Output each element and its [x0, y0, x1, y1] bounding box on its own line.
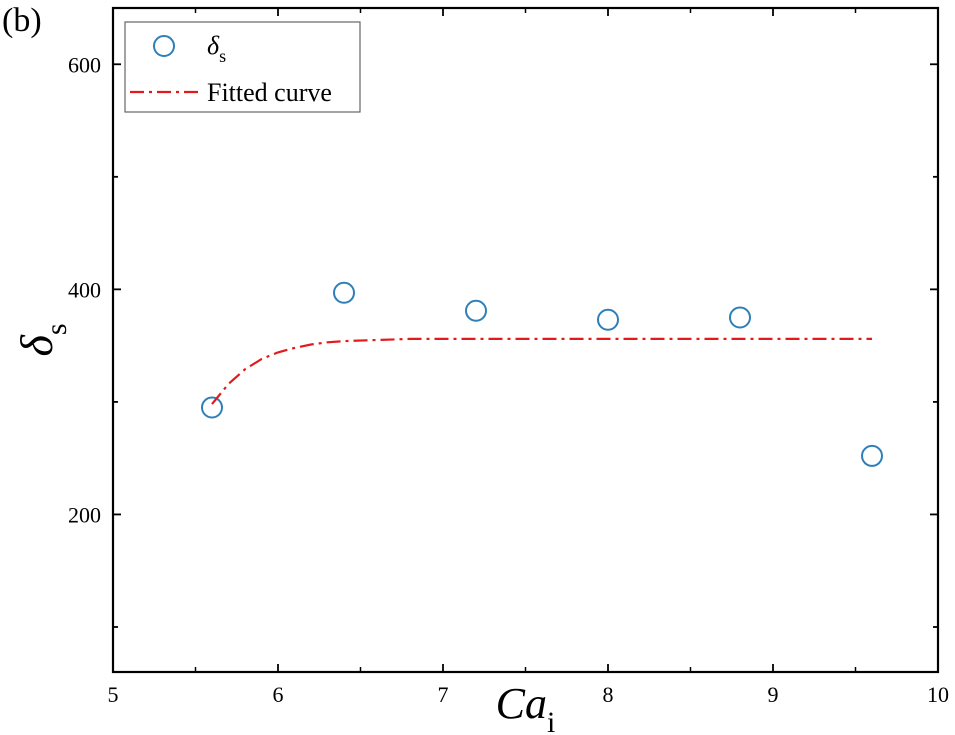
data-point	[597, 308, 619, 331]
x-tick-label: 7	[438, 682, 449, 707]
data-point	[333, 281, 355, 304]
x-tick-label: 10	[927, 682, 949, 707]
x-tick-label: 8	[603, 682, 614, 707]
fitted-curve-line	[211, 337, 872, 405]
legend-label: Fitted curve	[207, 78, 332, 107]
series-layer	[201, 281, 883, 467]
data-point	[729, 306, 751, 329]
legend: δs Fitted curve	[124, 21, 361, 113]
data-point	[465, 299, 487, 322]
panel-label: (b)	[2, 2, 42, 39]
data-point	[201, 396, 223, 419]
axes: 5 6 7 8 9 10 200 400 600 Cai δs	[11, 6, 949, 735]
y-tick-label: 400	[68, 277, 101, 302]
legend-marker-swatch	[153, 35, 175, 57]
data-point	[861, 444, 883, 467]
x-tick-label: 5	[108, 682, 119, 707]
x-axis-title: Cai	[496, 679, 556, 735]
y-tick-label: 600	[68, 52, 101, 77]
legend-label: δs	[207, 31, 226, 66]
y-tick-label: 200	[68, 502, 101, 527]
x-tick-label: 6	[273, 682, 284, 707]
y-axis-title: δs	[11, 323, 73, 356]
x-tick-label: 9	[768, 682, 779, 707]
